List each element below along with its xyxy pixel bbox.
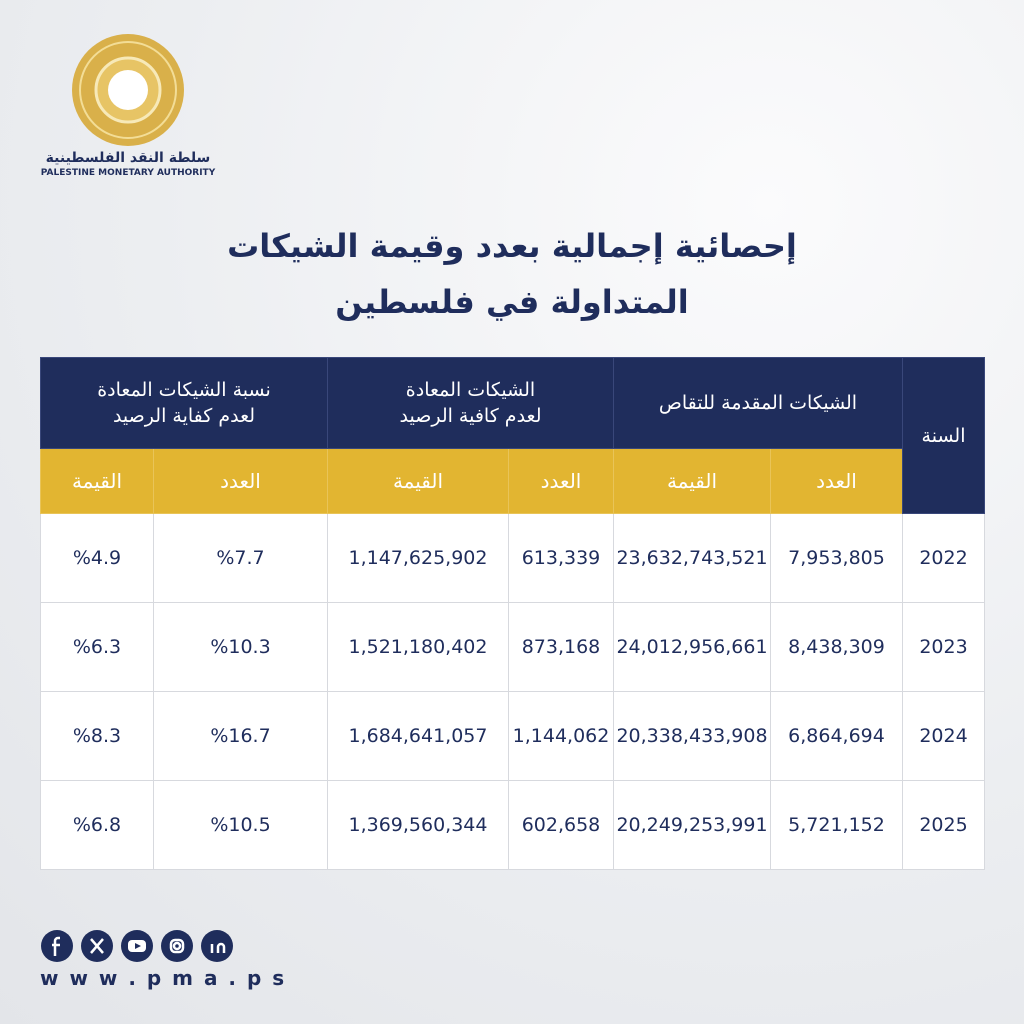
group-header: نسبة الشيكات المعادة لعدم كفاية الرصيد <box>40 357 328 449</box>
value-cell: 1,147,625,902 <box>327 513 509 603</box>
data-row: 2022 7,953,805 23,632,743,521 613,339 1,147,… <box>40 513 985 603</box>
title: إحصائية إجمالية بعدد وقيمة الشيكات المتد… <box>0 218 1024 330</box>
year-cell: 2023 <box>902 602 985 692</box>
value-cell: 873,168 <box>508 602 614 692</box>
subheader: العدد <box>153 448 328 514</box>
group-header-line: الشيكات المقدمة للتقاص <box>658 392 858 414</box>
social-icons <box>41 930 233 962</box>
value-cell: 7,953,805 <box>770 513 903 603</box>
group-header-line: لعدم كافية الرصيد <box>399 405 542 427</box>
logo-english: PALESTINE MONETARY AUTHORITY <box>40 168 216 178</box>
value-cell: %6.3 <box>40 602 154 692</box>
subheader: العدد <box>770 448 903 514</box>
title-line: إحصائية إجمالية بعدد وقيمة الشيكات <box>227 227 797 265</box>
subheader: القيمة <box>40 448 154 514</box>
value-cell: %6.8 <box>40 780 154 870</box>
logo-emblem <box>72 34 184 146</box>
title-line: المتداولة في فلسطين <box>335 283 689 321</box>
group-header-line: نسبة الشيكات المعادة <box>97 379 271 401</box>
value-cell: %4.9 <box>40 513 154 603</box>
value-cell: 20,249,253,991 <box>613 780 771 870</box>
value-cell: 1,521,180,402 <box>327 602 509 692</box>
value-cell: 613,339 <box>508 513 614 603</box>
value-cell: 6,864,694 <box>770 691 903 781</box>
subheader: العدد <box>508 448 614 514</box>
value-cell: %8.3 <box>40 691 154 781</box>
value-cell: %7.7 <box>153 513 328 603</box>
year-cell: 2024 <box>902 691 985 781</box>
data-row: 2023 8,438,309 24,012,956,661 873,168 1,521,… <box>40 602 985 692</box>
value-cell: 20,338,433,908 <box>613 691 771 781</box>
value-cell: %16.7 <box>153 691 328 781</box>
year-header: السنة <box>902 357 985 514</box>
value-cell: 602,658 <box>508 780 614 870</box>
value-cell: 8,438,309 <box>770 602 903 692</box>
group-header-line: لعدم كفاية الرصيد <box>112 405 256 427</box>
value-cell: 1,684,641,057 <box>327 691 509 781</box>
year-cell: 2025 <box>902 780 985 870</box>
logo-arabic: سلطة النقد الفلسطينية <box>45 150 211 166</box>
header-row: السنة الشيكات المقدمة للتقاص الشيكات المع… <box>40 357 985 514</box>
value-cell: %10.5 <box>153 780 328 870</box>
website-url[interactable]: w w w . p m a . p s <box>40 966 287 990</box>
subheader: القيمة <box>327 448 509 514</box>
group-header: الشيكات المقدمة للتقاص <box>613 357 903 449</box>
value-cell: 5,721,152 <box>770 780 903 870</box>
year-cell: 2022 <box>902 513 985 603</box>
data-row: 2025 5,721,152 20,249,253,991 602,658 1,369,… <box>40 780 985 870</box>
group-header: الشيكات المعادة لعدم كافية الرصيد <box>327 357 614 449</box>
data-table: السنة الشيكات المقدمة للتقاص الشيكات المع… <box>40 357 985 870</box>
value-cell: 1,144,062 <box>508 691 614 781</box>
value-cell: 1,369,560,344 <box>327 780 509 870</box>
instagram-icon[interactable] <box>161 930 193 962</box>
value-cell: 24,012,956,661 <box>613 602 771 692</box>
subheader: القيمة <box>613 448 771 514</box>
group-header-line: الشيكات المعادة <box>405 379 536 401</box>
value-cell: 23,632,743,521 <box>613 513 771 603</box>
subheader-row: العدد القيمة العدد القيمة العدد القيمة <box>40 448 985 514</box>
value-cell: %10.3 <box>153 602 328 692</box>
table-body: السنة الشيكات المقدمة للتقاص الشيكات المع… <box>40 357 985 870</box>
data-row: 2024 6,864,694 20,338,433,908 1,144,062 1,68… <box>40 691 985 781</box>
